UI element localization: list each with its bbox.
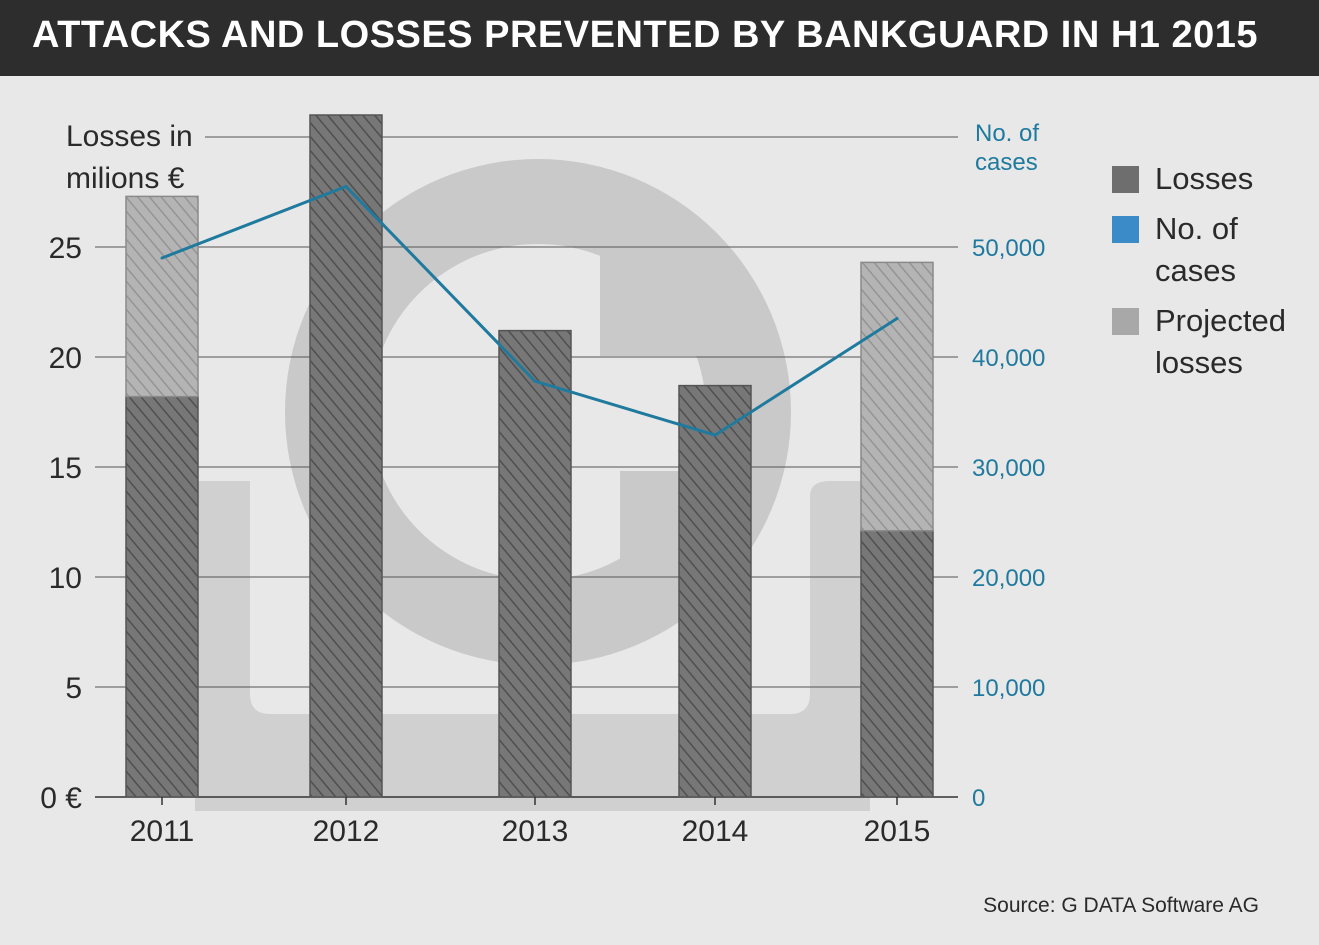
cases-point [533, 379, 537, 383]
left-tick-label: 20 [49, 342, 82, 375]
right-tick-label: 50,000 [972, 235, 1045, 262]
cases-point [713, 433, 717, 437]
x-tick-label: 2015 [864, 815, 931, 848]
legend-label-losses: Losses [1155, 161, 1254, 196]
losses-bar [860, 530, 934, 798]
left-tick-label: 0 € [40, 782, 82, 815]
cases-point [344, 185, 348, 188]
legend: Losses No. of cases Projected losses [1112, 158, 1315, 392]
projected-losses-bar [125, 195, 199, 398]
losses-bar [125, 395, 199, 798]
right-tick-label: 20,000 [972, 565, 1045, 592]
left-tick-label: 25 [49, 232, 82, 265]
legend-item-losses: Losses [1112, 158, 1315, 200]
losses-bar [678, 384, 752, 798]
legend-label-cases-line-2: cases [1155, 253, 1236, 288]
bars-group [125, 114, 934, 798]
cases-line-group [160, 184, 899, 437]
right-axis-title-line-2: cases [975, 149, 1038, 176]
cases-point [895, 317, 899, 320]
left-tick-label: 5 [65, 672, 82, 705]
x-tick-label: 2014 [682, 815, 749, 848]
chart-title: ATTACKS AND LOSSES PREVENTED BY BANKGUAR… [32, 14, 1259, 56]
chart-area: 0 € 5 10 15 20 25 0 10,000 20,000 30,000 40,000 50,… [40, 114, 1045, 848]
left-tick-label: 10 [49, 562, 82, 595]
projected-swatch-icon [1112, 308, 1139, 335]
title-bar: ATTACKS AND LOSSES PREVENTED BY BANKGUAR… [0, 0, 1319, 76]
right-tick-label: 40,000 [972, 345, 1045, 372]
legend-label-projected-line-1: Projected [1155, 303, 1286, 338]
left-axis-title-line-2: milions € [66, 162, 185, 195]
cases-swatch-icon [1112, 216, 1139, 243]
right-tick-label: 30,000 [972, 455, 1045, 482]
losses-bar [498, 329, 572, 798]
losses-swatch-icon [1112, 166, 1139, 193]
x-tick-label: 2011 [130, 815, 195, 848]
legend-item-projected: Projected losses [1112, 300, 1315, 384]
cases-point [160, 256, 164, 260]
legend-item-cases: No. of cases [1112, 208, 1315, 292]
axes-group: 0 € 5 10 15 20 25 0 10,000 20,000 30,000 40,000 50,… [40, 232, 1045, 848]
x-tick-label: 2013 [502, 815, 569, 848]
right-tick-label: 10,000 [972, 675, 1045, 702]
losses-bar [309, 114, 383, 798]
right-axis-title-line-1: No. of [975, 120, 1039, 147]
legend-label-cases-line-1: No. of [1155, 211, 1238, 246]
right-tick-label: 0 [972, 785, 985, 812]
left-tick-label: 15 [49, 452, 82, 485]
legend-label-projected-line-2: losses [1155, 345, 1243, 380]
projected-losses-bar [860, 261, 934, 532]
left-axis-title-line-1: Losses in [66, 120, 193, 153]
x-tick-label: 2012 [313, 815, 380, 848]
source-note: Source: G DATA Software AG [983, 894, 1259, 917]
